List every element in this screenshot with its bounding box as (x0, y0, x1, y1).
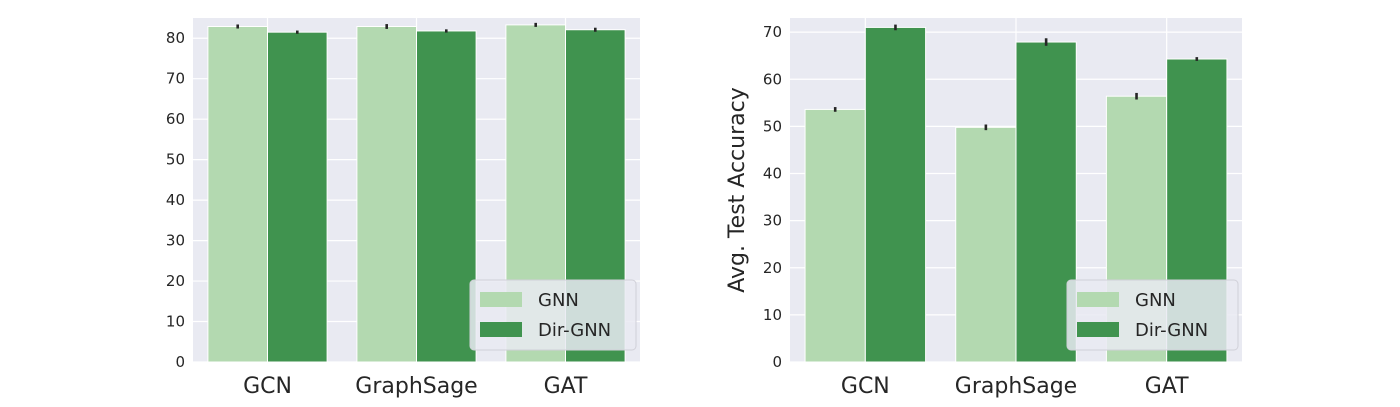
legend-label-gnn: GNN (538, 290, 579, 311)
legend-swatch-dir-gnn (480, 322, 522, 337)
bar-gnn-gcn (804, 108, 866, 363)
bar-gnn-gcn (207, 25, 268, 363)
legend-label-dir-gnn: Dir-GNN (1135, 320, 1208, 341)
y-tick-label: 0 (175, 353, 185, 371)
bar-gnn-graphsage (356, 25, 417, 363)
legend-label-dir-gnn: Dir-GNN (538, 320, 611, 341)
y-tick-label: 40 (763, 165, 782, 183)
y-tick-label: 50 (166, 151, 185, 169)
y-tick-label: 80 (166, 29, 185, 47)
x-tick-label: GAT (544, 374, 588, 399)
y-tick-label: 70 (763, 23, 782, 41)
legend-swatch-gnn (480, 292, 522, 307)
legend-swatch-dir-gnn (1077, 322, 1119, 337)
x-tick-label: GAT (1145, 374, 1189, 399)
y-tick-label: 70 (166, 70, 185, 88)
y-tick-label: 50 (763, 117, 782, 135)
y-tick-label: 60 (763, 70, 782, 88)
y-tick-label: 0 (772, 353, 782, 371)
y-tick-label: 30 (166, 232, 185, 250)
chart-panel-1: 0 10 20 30 40 50 60 70 80 GCN GraphSage GAT GNN Dir-G… (166, 18, 640, 399)
bar-dir-gnn-gcn (267, 31, 328, 363)
y-tick-label: 40 (166, 191, 185, 209)
bar-dir-gnn-gcn (864, 26, 927, 363)
chart-panel-2: 0 10 20 30 40 50 60 70 GCN GraphSage GAT Avg. Test … (725, 18, 1242, 399)
legend-swatch-gnn (1077, 292, 1119, 307)
x-tick-label: GraphSage (955, 374, 1077, 399)
bar-dir-gnn-graphsage (416, 30, 477, 363)
legend-label-gnn: GNN (1135, 290, 1176, 311)
y-tick-label: 10 (166, 313, 185, 331)
x-tick-label: GraphSage (355, 374, 477, 399)
bar-dir-gnn-graphsage (1015, 41, 1077, 363)
y-tick-label: 20 (166, 272, 185, 290)
y-tick-label: 30 (763, 212, 782, 230)
y-tick-label: 20 (763, 259, 782, 277)
y-tick-label: 60 (166, 110, 185, 128)
x-tick-label: GCN (841, 374, 890, 399)
y-axis-title: Avg. Test Accuracy (725, 87, 750, 293)
x-tick-label: GCN (243, 374, 292, 399)
y-tick-label: 10 (763, 306, 782, 324)
bar-gnn-graphsage (955, 126, 1017, 363)
